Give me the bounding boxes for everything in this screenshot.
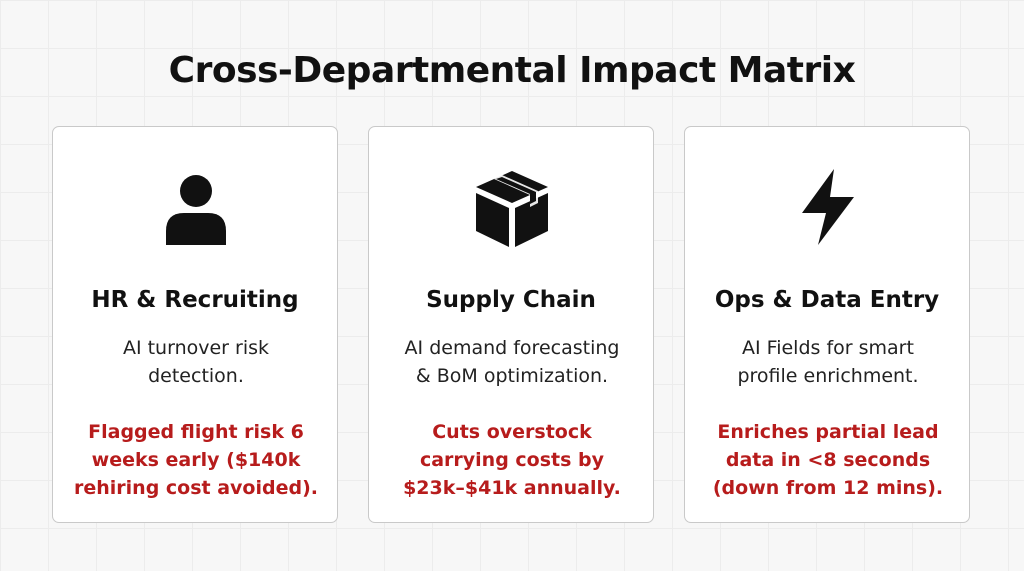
card-title: HR & Recruiting	[91, 287, 299, 313]
card-title: Ops & Data Entry	[714, 287, 940, 313]
person-icon	[166, 175, 226, 245]
card-description: AI demand forecasting & BoM optimization…	[404, 337, 620, 387]
lightning-icon	[802, 169, 854, 245]
box-icon	[476, 171, 548, 247]
card-description: AI turnover risk detection.	[122, 337, 270, 387]
card-description: AI Fields for smart profile enrichment.	[737, 337, 919, 387]
card-title: Supply Chain	[426, 287, 596, 313]
card-highlight: Enriches partial lead data in <8 seconds…	[712, 421, 944, 499]
card-highlight: Flagged flight risk 6 weeks early ($140k…	[73, 421, 318, 499]
card: HR & Recruiting AI turnover risk detecti…	[52, 126, 338, 523]
card-highlight: Cuts overstock carrying costs by $23k–$4…	[403, 421, 621, 499]
card: Ops & Data Entry AI Fields for smart pro…	[684, 126, 970, 523]
card: Supply Chain AI demand forecasting & BoM…	[368, 126, 654, 523]
page-title: Cross-Departmental Impact Matrix	[168, 50, 856, 91]
